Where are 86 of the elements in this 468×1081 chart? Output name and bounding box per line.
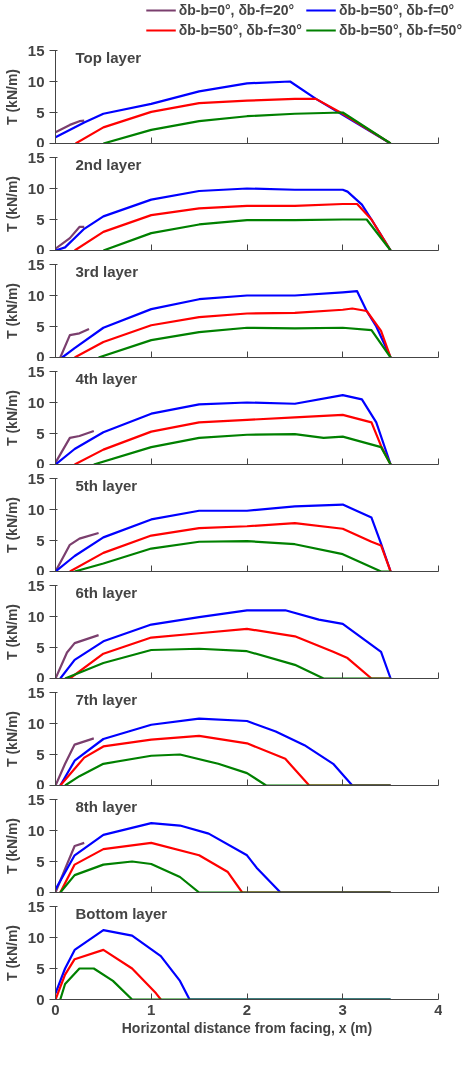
line-series [55,119,86,134]
y-tick-label: 10 [27,500,45,518]
y-tick-label: 0 [36,882,45,900]
y-axis-title: T (kN/m) [3,176,20,232]
y-tick-label: 15 [27,576,45,594]
chart-title: 5th layer [75,476,138,494]
x-tick-label: 0 [51,1000,60,1018]
x-tick-label: 3 [338,1000,347,1018]
line-series [63,753,392,786]
chart-title: Bottom layer [75,904,168,922]
y-axis-title: T (kN/m) [3,925,20,981]
y-tick-label: 0 [36,775,45,793]
y-tick-label: 10 [27,714,45,732]
line-series [59,967,392,1000]
y-tick-label: 0 [36,133,45,151]
y-tick-label: 15 [27,469,45,487]
line-series [97,326,392,358]
line-series [55,634,100,679]
y-tick-label: 15 [27,362,45,380]
chart-title: 4th layer [75,369,138,387]
y-tick-label: 5 [36,103,45,121]
y-tick-label: 15 [27,897,45,915]
y-tick-label: 10 [27,393,45,411]
line-series [55,531,100,572]
y-axis-title: T (kN/m) [3,711,20,767]
line-series [102,218,392,251]
y-tick-label: 5 [36,531,45,549]
line-series [73,540,392,572]
x-axis-title: Horizontal distance from facing, x (m) [121,1019,373,1036]
x-tick-label: 4 [434,1000,444,1018]
line-series [59,327,91,358]
line-series [73,307,392,358]
chart-title: Top layer [75,48,142,66]
line-series [55,429,95,464]
legend-label: δb-b=50°, δb-f=0° [338,2,455,18]
y-axis-title: T (kN/m) [3,818,20,874]
y-tick-label: 0 [36,561,45,579]
y-tick-label: 5 [36,424,45,442]
chart-title: 2nd layer [75,155,142,173]
y-tick-label: 15 [27,683,45,701]
y-tick-label: 0 [36,454,45,472]
x-tick-label: 1 [147,1000,156,1018]
y-tick-label: 5 [36,959,45,977]
y-tick-label: 0 [36,347,45,365]
y-tick-label: 15 [27,255,45,273]
y-tick-label: 5 [36,317,45,335]
y-tick-label: 10 [27,179,45,197]
y-axis-title: T (kN/m) [3,69,20,125]
y-tick-label: 5 [36,745,45,763]
y-tick-label: 15 [27,790,45,808]
y-tick-label: 15 [27,41,45,59]
y-axis-title: T (kN/m) [3,604,20,660]
line-series [59,609,392,679]
y-tick-label: 15 [27,148,45,166]
legend-label: δb-b=0°, δb-f=20° [178,2,295,18]
y-tick-label: 0 [36,668,45,686]
chart-title: 7th layer [75,690,138,708]
line-series [73,202,392,251]
line-series [63,647,392,679]
y-axis-title: T (kN/m) [3,390,20,446]
y-tick-label: 10 [27,607,45,625]
y-tick-label: 0 [36,240,45,258]
line-series [92,433,392,465]
line-series [102,111,392,144]
y-tick-label: 10 [27,821,45,839]
line-series [55,948,162,1000]
x-tick-label: 2 [242,1000,252,1018]
legend-label: δb-b=50°, δb-f=50° [338,22,462,38]
line-series [55,737,95,786]
y-tick-label: 5 [36,210,45,228]
chart-title: 3rd layer [75,262,139,280]
y-axis-title: T (kN/m) [3,497,20,553]
line-series [68,522,392,572]
y-tick-label: 10 [27,928,45,946]
line-series [55,393,392,465]
y-axis-title: T (kN/m) [3,283,20,339]
y-tick-label: 10 [27,286,45,304]
y-tick-label: 5 [36,852,45,870]
line-series [55,503,392,572]
line-series [55,841,86,893]
y-tick-label: 10 [27,72,45,90]
chart-title: 8th layer [75,797,138,815]
y-tick-label: 5 [36,638,45,656]
chart-title: 6th layer [75,583,138,601]
line-series [59,860,392,893]
legend-label: δb-b=50°, δb-f=30° [178,22,302,38]
